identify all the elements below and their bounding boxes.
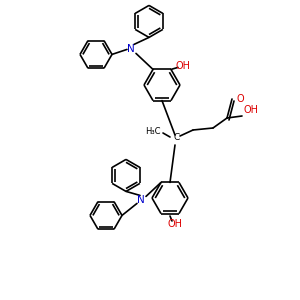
Text: OH: OH bbox=[167, 219, 182, 229]
Text: H₃C: H₃C bbox=[145, 128, 161, 136]
Text: N: N bbox=[127, 44, 135, 54]
Text: N: N bbox=[137, 195, 145, 206]
Text: OH: OH bbox=[176, 61, 190, 71]
Text: C: C bbox=[174, 134, 180, 142]
Text: OH: OH bbox=[244, 105, 259, 115]
Text: O: O bbox=[236, 94, 244, 104]
